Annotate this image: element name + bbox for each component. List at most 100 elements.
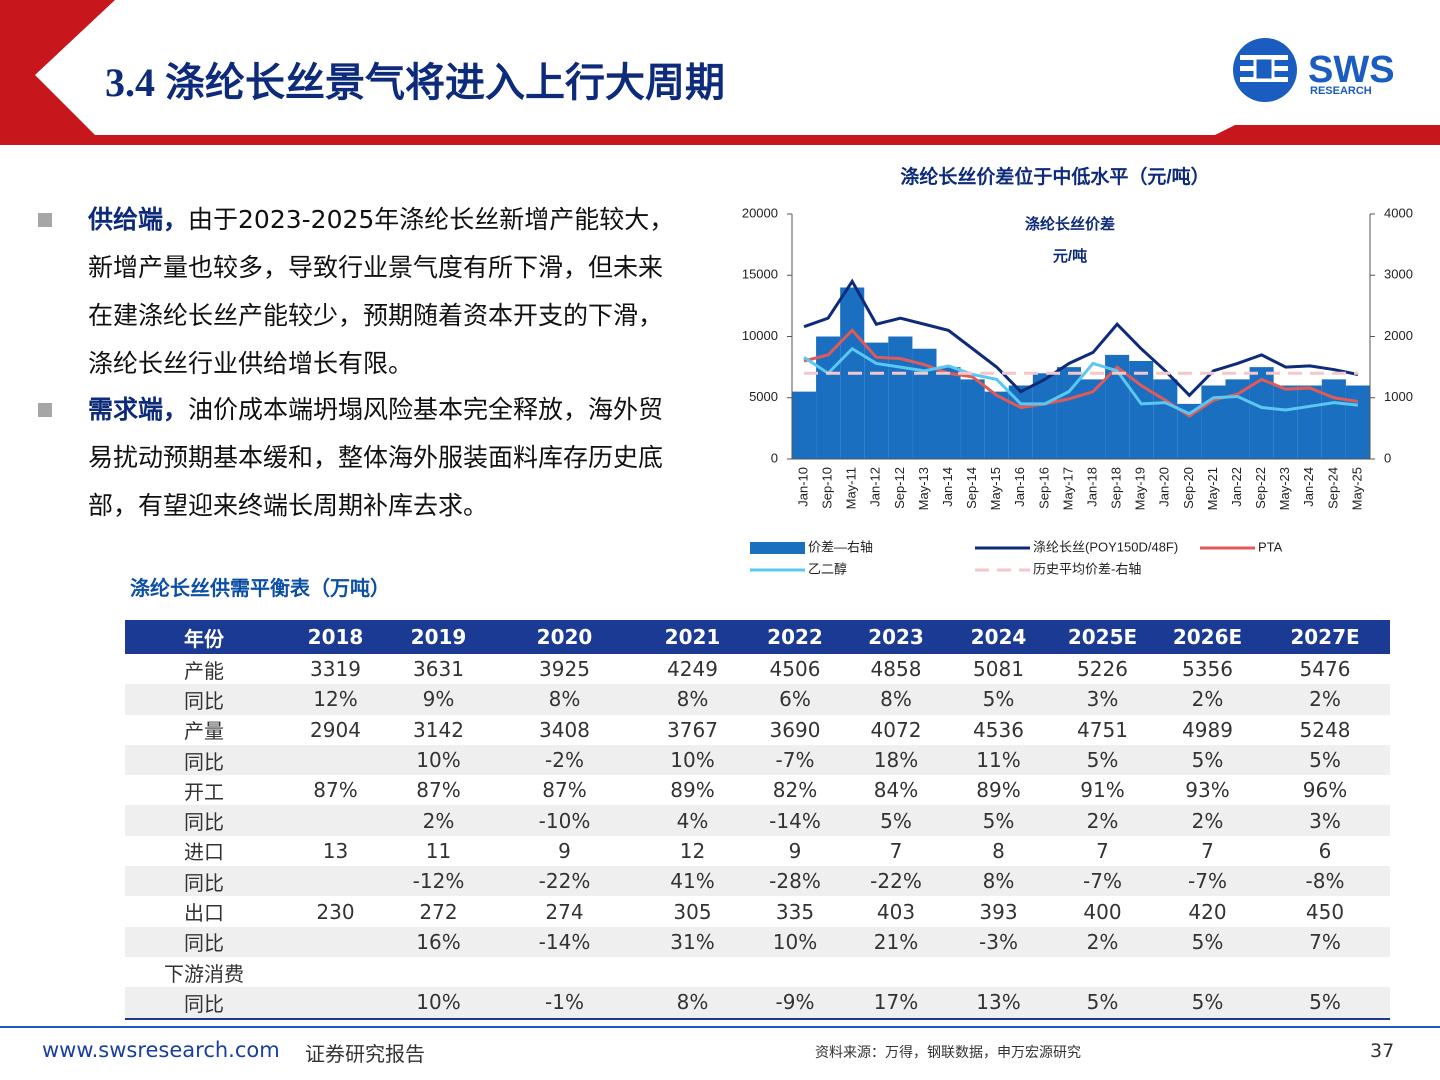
logo: SWS (1308, 49, 1395, 91)
x-tick-label: May-25 (1349, 467, 1364, 510)
table-row: 同比 10% -2% 10% -7% 18% 11% 5% 5% 5% (125, 744, 1390, 776)
table-cell: -14% (745, 805, 845, 836)
header-cell: 2027E (1260, 620, 1390, 654)
series-line (803, 328, 1359, 418)
table-row: 同比 2% -10% 4% -14% 5% 5% 2% 2% 3% (125, 805, 1390, 836)
header-cell: 2024 (947, 620, 1050, 654)
series-line (803, 278, 1359, 398)
table-cell: 420 (1188, 899, 1227, 924)
x-tick-label: Sep-22 (1253, 467, 1268, 509)
spread-bar (1153, 379, 1178, 459)
table-cell: -22% (845, 866, 947, 897)
x-tick-label: Jan-24 (1301, 467, 1316, 507)
table-cell: -9% (745, 987, 845, 1020)
spread-bar (1273, 385, 1298, 459)
x-tick-label: May-23 (1277, 467, 1292, 510)
table-cell: 84% (873, 778, 919, 803)
table-cell: 18% (845, 744, 947, 776)
table-row: 出口 230 272 274 305 335 403 393 400 420 450 (125, 896, 1390, 926)
table-title: 涤纶长丝供需平衡表（万吨） (130, 576, 390, 600)
table-row: 产量 2904 3142 3408 3767 3690 4072 4536 4751 4989 52… (125, 715, 1390, 745)
table-cell: 272 (419, 899, 458, 924)
table-cell: 2% (1050, 926, 1155, 957)
table-cell: 下游消费 (164, 961, 244, 986)
table-row: 进口 13 11 9 12 9 7 8 7 7 6 (125, 836, 1390, 866)
spread-bar (960, 379, 985, 459)
footer-label: 证券研究报告 (305, 1042, 425, 1066)
table-cell: 8% (489, 684, 640, 715)
balance-table: 年份 2018 2019 2020 2021 2022 2023 2024 2025E 2026E… (125, 620, 1390, 1020)
footer-line (0, 1026, 1440, 1028)
table-cell: 4% (640, 805, 745, 836)
header-row: 年份 2018 2019 2020 2021 2022 2023 2024 2025E 2026E… (125, 620, 1390, 654)
y2-tick-label: 1000 (1384, 389, 1413, 404)
table-cell: 5% (947, 684, 1050, 715)
table-cell: 21% (845, 926, 947, 957)
table-cell: -7% (745, 744, 845, 776)
table-row: 产能 3319 3631 3925 4249 4506 4858 5081 5226 5356 54… (125, 654, 1390, 684)
table-cell: 87% (416, 778, 461, 803)
x-tick-label: Sep-18 (1109, 467, 1124, 509)
table-cell: 5476 (1299, 657, 1351, 682)
spread-bar (1321, 379, 1346, 459)
table-cell: 3% (1260, 805, 1390, 836)
table-cell: -28% (745, 866, 845, 897)
x-tick-label: Sep-10 (820, 467, 835, 509)
header-shapes: SWS RESEARCH (0, 0, 1440, 145)
table-cell: 87% (313, 778, 358, 803)
table-cell: 4989 (1182, 717, 1233, 742)
x-tick-label: May-21 (1205, 467, 1220, 510)
table-cell: 6% (745, 684, 845, 715)
bullet-lead: 供给端， (88, 205, 189, 234)
bullet-text: 油价成本端坍塌风险基本完全释放，海外贸易扰动预期基本缓和，整体海外服装面料库存历… (88, 395, 664, 520)
table-cell: 2% (1260, 684, 1390, 715)
table-cell: 82% (772, 778, 818, 803)
x-tick-label: May-19 (1133, 467, 1148, 510)
table-cell: 274 (545, 899, 584, 924)
table-cell: 同比 (125, 866, 283, 897)
table-cell: 89% (670, 778, 715, 803)
table-cell: 5248 (1299, 717, 1351, 742)
table-cell (388, 957, 489, 987)
y-tick-label: 0 (771, 450, 778, 465)
y2-tick-label: 3000 (1384, 267, 1413, 282)
x-tick-label: May-15 (988, 467, 1003, 510)
table-cell: 开工 (184, 779, 224, 804)
legend-label: 涤纶长丝(POY150D/48F) (1033, 539, 1178, 554)
table-cell: -14% (489, 926, 640, 957)
table-cell: 11% (947, 744, 1050, 776)
table-cell: 7% (1260, 926, 1390, 957)
table-cell: 3925 (539, 657, 590, 682)
table-cell (489, 957, 640, 987)
table-cell: 87% (542, 778, 587, 803)
table-cell: 10% (640, 744, 745, 776)
table-cell: -2% (489, 744, 640, 776)
header-cell: 2026E (1155, 620, 1260, 654)
table-cell: 450 (1305, 899, 1345, 924)
spread-bar (1225, 379, 1250, 459)
table-cell: 17% (845, 987, 947, 1020)
table-cell: 3631 (413, 657, 464, 682)
table-cell: 5% (1050, 987, 1155, 1020)
y-tick-label: 15000 (742, 267, 778, 282)
table-cell: 5% (1260, 744, 1390, 776)
annotation: 涤纶长丝价差 (1025, 215, 1115, 233)
table-row: 下游消费 (125, 957, 1390, 987)
table-cell: 3408 (539, 717, 590, 742)
table-cell (640, 957, 745, 987)
table-cell: 5226 (1077, 657, 1128, 682)
table-cell: 5% (947, 805, 1050, 836)
series-line (803, 346, 1359, 416)
table-cell: 3690 (769, 717, 821, 742)
table-cell: 2% (1155, 684, 1260, 715)
table-cell: 91% (1080, 778, 1125, 803)
chart: 涤纶长丝价差位于中低水平（元/吨） 0 5000 10000 15000 20000 0 1… (742, 165, 1413, 576)
bullet-text: 由于2023-2025年涤纶长丝新增产能较大，新增产量也较多，导致行业景气度有所… (88, 205, 675, 378)
footer-source: 资料来源：万得，钢联数据，申万宏源研究 (815, 1045, 1081, 1061)
table-cell: 5% (1155, 926, 1260, 957)
x-tick-label: Sep-24 (1325, 467, 1340, 509)
table-cell: 同比 (125, 926, 283, 957)
header-cell: 2022 (745, 620, 845, 654)
table-cell: 13 (322, 838, 349, 863)
table-cell: 11 (425, 838, 452, 863)
